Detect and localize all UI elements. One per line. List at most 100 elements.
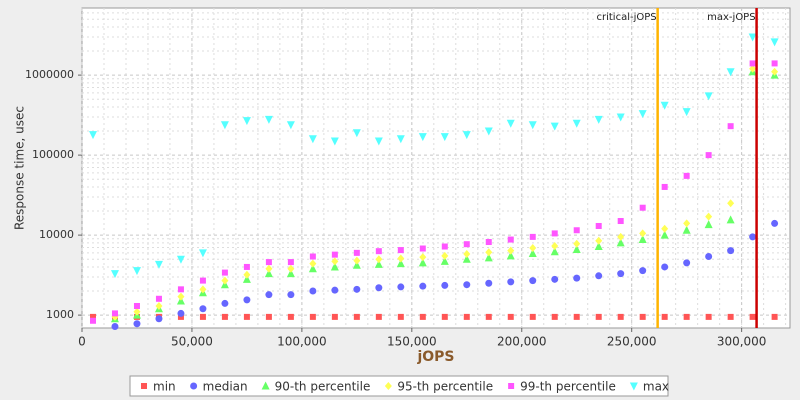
data-point [353, 249, 360, 256]
data-point [111, 310, 118, 317]
data-point [705, 212, 713, 221]
data-point [441, 251, 449, 260]
data-point [155, 315, 163, 323]
data-point [704, 92, 713, 101]
data-point [639, 229, 647, 238]
data-point [177, 286, 184, 293]
data-point [748, 33, 757, 42]
data-point [419, 253, 427, 262]
data-point [727, 123, 734, 130]
data-point [484, 127, 493, 136]
data-point [661, 313, 668, 320]
data-point [264, 115, 273, 124]
data-point [287, 291, 295, 299]
data-point [573, 227, 580, 234]
data-point [528, 121, 537, 130]
data-point [89, 313, 96, 320]
data-point [639, 204, 646, 211]
data-point [660, 230, 669, 239]
data-point [572, 245, 581, 254]
data-point [265, 264, 273, 273]
data-point [683, 172, 690, 179]
data-point [726, 68, 735, 77]
data-point [375, 255, 383, 264]
data-point [639, 267, 647, 275]
data-point [221, 299, 229, 307]
y-tick-label: 10000 [39, 228, 74, 241]
data-point [199, 313, 206, 320]
data-point [286, 269, 295, 278]
data-point [265, 259, 272, 266]
data-point [441, 243, 448, 250]
data-point [595, 236, 603, 245]
data-point [331, 257, 339, 266]
data-point [705, 152, 712, 159]
data-point [397, 254, 405, 263]
x-axis-label: jOPS [416, 349, 454, 365]
legend-label: 90-th percentile [275, 380, 371, 394]
data-point [265, 313, 272, 320]
data-point [110, 270, 119, 279]
data-point [133, 302, 140, 309]
data-point [177, 309, 185, 317]
data-point [595, 313, 602, 320]
x-tick-label: 200,000 [497, 335, 547, 349]
data-point [639, 313, 646, 320]
data-point [308, 135, 317, 144]
data-point [682, 225, 691, 234]
data-point [573, 313, 580, 320]
data-point [617, 313, 624, 320]
data-point [485, 279, 493, 287]
data-point [617, 218, 624, 225]
data-point [309, 287, 317, 295]
data-point [705, 253, 713, 261]
data-point [441, 313, 448, 320]
data-point [308, 264, 317, 273]
data-point [617, 270, 625, 278]
data-point [331, 286, 339, 294]
data-point [309, 253, 316, 260]
data-point [418, 258, 427, 267]
x-tick-label: 150,000 [387, 335, 437, 349]
y-tick-label: 100000 [32, 148, 74, 161]
data-point [749, 313, 756, 320]
data-point [374, 137, 383, 146]
data-point [89, 317, 96, 324]
data-point [749, 233, 757, 241]
data-point [573, 274, 581, 282]
data-point [353, 313, 360, 320]
legend-box [129, 375, 669, 397]
data-point [309, 259, 317, 268]
x-tick-label: 50,000 [171, 335, 213, 349]
data-point [771, 67, 779, 76]
data-point [616, 238, 625, 247]
data-point [462, 254, 471, 263]
data-point [661, 263, 669, 271]
data-point [287, 313, 294, 320]
legend-label: max [643, 380, 669, 394]
data-point [507, 236, 514, 243]
data-point [485, 239, 492, 246]
data-point [221, 269, 228, 276]
data-point [418, 133, 427, 142]
x-tick-label: 250,000 [607, 335, 657, 349]
data-point [507, 313, 514, 320]
data-point [309, 313, 316, 320]
data-point [198, 249, 207, 258]
y-tick-label: 1000 [46, 308, 74, 321]
data-point [375, 313, 382, 320]
reference-line-label: max-jOPS [707, 12, 755, 23]
data-point [551, 242, 559, 251]
data-point [463, 313, 470, 320]
data-point [629, 382, 638, 391]
data-point [550, 122, 559, 131]
data-point [264, 269, 273, 278]
data-point [660, 101, 669, 110]
data-point [749, 60, 756, 67]
data-point [463, 281, 471, 289]
data-point [594, 242, 603, 251]
data-point [242, 274, 251, 283]
data-point [353, 256, 361, 265]
data-point [331, 313, 338, 320]
data-point [484, 253, 493, 262]
